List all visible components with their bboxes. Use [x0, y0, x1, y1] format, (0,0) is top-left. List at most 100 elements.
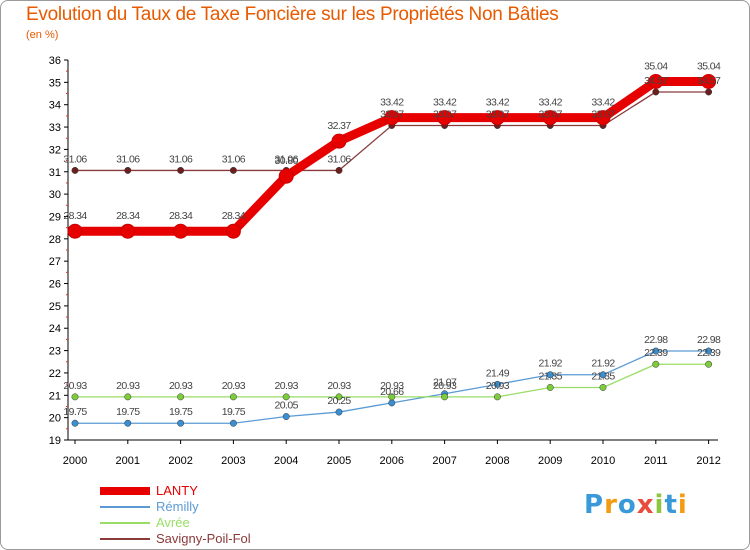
data-label: 20.93 — [486, 380, 510, 392]
data-label: 32.37 — [327, 120, 351, 132]
data-point — [384, 110, 400, 126]
y-tick-label: 24 — [49, 323, 61, 335]
data-point — [595, 110, 611, 126]
legend-swatch — [100, 522, 150, 524]
data-point — [282, 413, 290, 420]
x-tick-label: 2002 — [168, 455, 192, 467]
data-label: 20.93 — [327, 380, 351, 392]
data-point — [229, 393, 237, 401]
data-label: 28.34 — [169, 210, 193, 222]
data-point — [648, 73, 664, 89]
data-point — [71, 419, 79, 427]
data-label: 31.06 — [63, 153, 87, 165]
data-label: 33.42 — [433, 97, 457, 109]
data-label: 28.34 — [116, 210, 140, 222]
x-tick-label: 2009 — [538, 455, 562, 467]
data-label: 20.93 — [116, 380, 140, 392]
data-point — [388, 393, 396, 401]
data-label: 21.92 — [591, 358, 615, 370]
logo-letter: P — [584, 490, 605, 520]
data-label: 21.92 — [539, 358, 563, 370]
y-tick-label: 20 — [49, 413, 61, 425]
y-tick-label: 29 — [49, 211, 61, 223]
data-point — [701, 73, 717, 89]
data-label: 21.35 — [591, 370, 615, 382]
logo-letter: x — [636, 490, 655, 520]
data-label: 33.42 — [486, 97, 510, 109]
data-label: 33.07 — [591, 108, 615, 120]
data-point — [493, 393, 501, 401]
data-point — [335, 393, 343, 401]
data-label: 33.07 — [380, 108, 404, 120]
data-point — [388, 399, 396, 407]
x-tick-label: 2000 — [63, 455, 87, 467]
x-tick-label: 2004 — [274, 455, 298, 467]
data-label: 35.04 — [697, 60, 721, 72]
data-point — [71, 166, 79, 174]
data-point — [120, 223, 136, 239]
data-point — [335, 166, 343, 174]
data-label: 33.42 — [380, 97, 404, 109]
data-point — [489, 110, 505, 126]
logo-letter: i — [654, 490, 665, 520]
data-label: 28.34 — [63, 210, 87, 222]
y-tick-label: 31 — [49, 167, 61, 179]
data-point — [124, 393, 132, 401]
chart-subtitle: (en %) — [26, 29, 59, 41]
data-label: 31.06 — [275, 153, 299, 165]
data-point — [225, 223, 241, 239]
y-tick-label: 30 — [49, 189, 61, 201]
data-point — [124, 166, 132, 174]
y-tick-label: 23 — [49, 346, 61, 358]
data-label: 35.04 — [644, 60, 668, 72]
data-label: 22.98 — [697, 334, 721, 346]
legend-label: Savigny-Poil-Fol — [156, 531, 251, 546]
axes: 19 20 21 22 23 24 25 26 27 28 29 30 31 32 33 34 35 36 2000… — [49, 55, 721, 467]
data-point — [229, 166, 237, 174]
data-point — [493, 380, 501, 388]
y-tick-label: 26 — [49, 279, 61, 291]
data-point — [278, 168, 294, 184]
y-tick-label: 32 — [49, 144, 61, 156]
data-label: 30.80 — [275, 155, 299, 167]
data-point — [652, 360, 660, 368]
data-point — [71, 393, 79, 401]
data-point — [599, 371, 607, 379]
data-point — [335, 408, 343, 416]
data-point — [173, 223, 189, 239]
data-point — [177, 166, 185, 174]
data-point — [282, 393, 290, 401]
data-label: 20.25 — [327, 395, 351, 407]
data-label: 28.34 — [222, 210, 246, 222]
data-point — [177, 393, 185, 401]
data-label: 20.66 — [380, 386, 404, 398]
data-label: 34.57 — [697, 75, 721, 87]
data-label: 22.39 — [644, 347, 668, 359]
legend-label: Rémilly — [156, 499, 199, 514]
y-tick-label: 36 — [49, 55, 61, 67]
x-tick-label: 2001 — [116, 455, 140, 467]
data-label: 21.49 — [486, 367, 510, 379]
logo-letter: o — [617, 490, 637, 520]
data-label: 31.06 — [222, 153, 246, 165]
data-label: 20.93 — [169, 380, 193, 392]
data-point — [652, 88, 660, 96]
data-point — [331, 133, 347, 149]
data-label: 33.42 — [591, 97, 615, 109]
data-point — [177, 419, 185, 427]
y-tick-label: 22 — [49, 368, 61, 380]
y-tick-label: 35 — [49, 77, 61, 89]
data-label: 33.42 — [539, 97, 563, 109]
data-label: 33.07 — [486, 108, 510, 120]
y-tick-label: 27 — [49, 256, 61, 268]
data-label: 31.06 — [116, 153, 140, 165]
data-point — [705, 347, 713, 355]
data-label: 19.75 — [169, 406, 193, 418]
logo-letter: r — [604, 490, 618, 520]
data-point — [546, 371, 554, 379]
data-point — [67, 223, 83, 239]
logo-letter: i — [677, 490, 688, 520]
y-tick-label: 34 — [49, 100, 61, 112]
